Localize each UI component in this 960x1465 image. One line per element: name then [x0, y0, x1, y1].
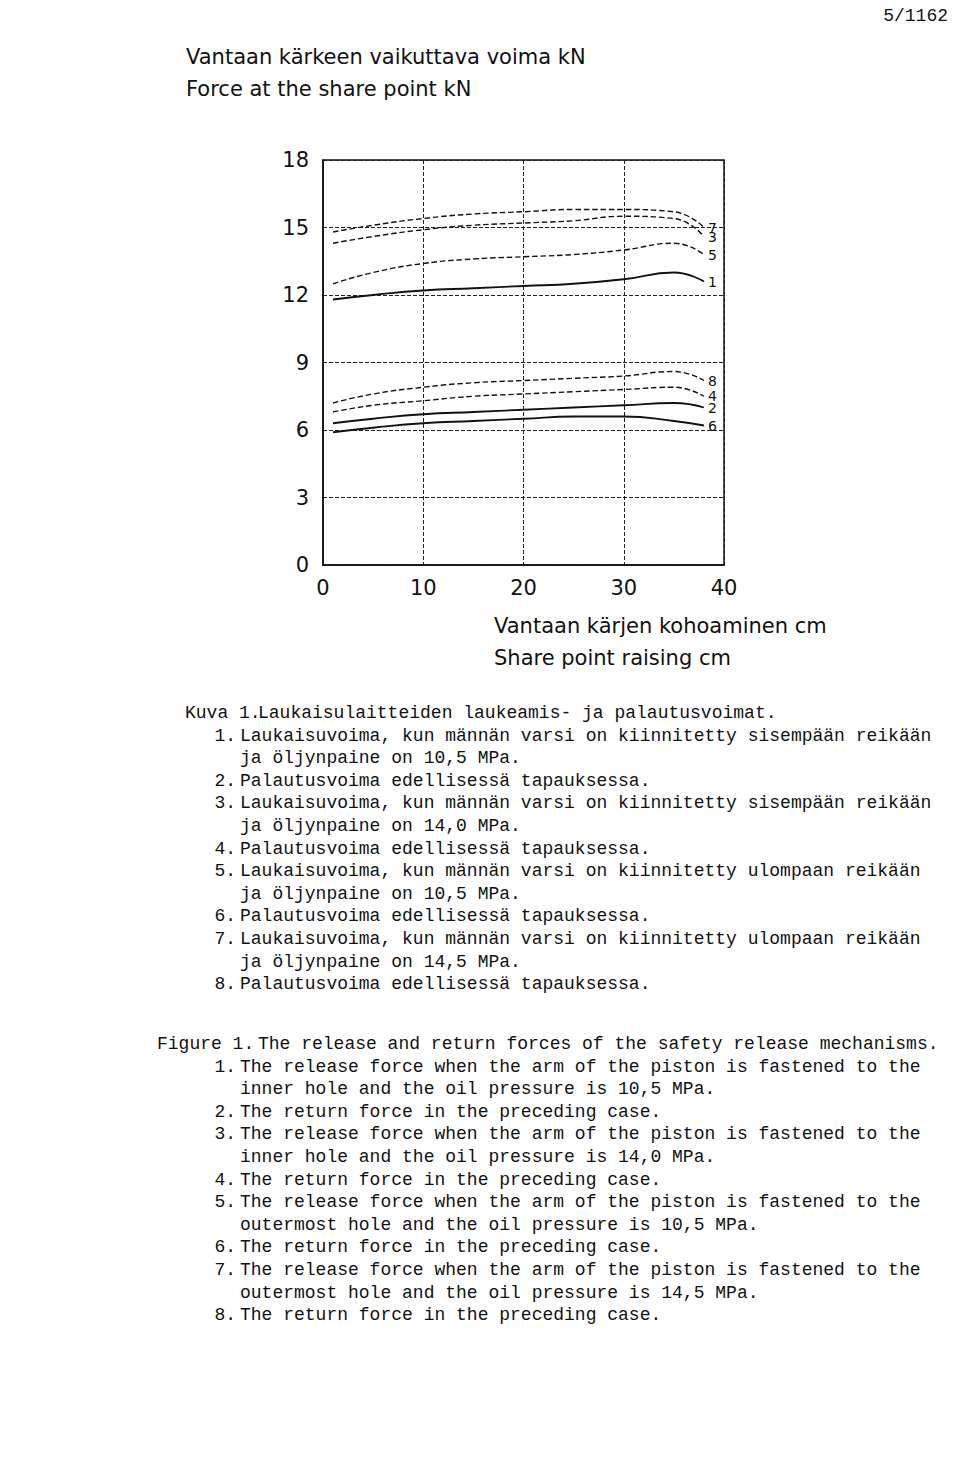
svg-text:6: 6: [296, 418, 309, 442]
svg-text:12: 12: [282, 283, 309, 307]
svg-text:10: 10: [410, 576, 437, 600]
svg-text:18: 18: [282, 148, 309, 172]
html-text:Share point raising cm: Share point raising cm: [494, 646, 731, 670]
html-text:ja öljynpaine on 14,0 MPa.: ja öljynpaine on 14,0 MPa.: [240, 816, 521, 836]
html-text:4. Palautusvoima edellisessä t: 4. Palautusvoima edellisessä tapauksessa…: [214, 838, 651, 859]
html-text:1. Laukaisuvoima, kun männän v: 1. Laukaisuvoima, kun männän varsi on ki…: [214, 725, 932, 746]
html-text:1. The release force when the: 1. The release force when the arm of the…: [214, 1056, 921, 1077]
svg-text:20: 20: [510, 576, 537, 600]
html-text:Laukaisulaitteiden laukeamis-: Laukaisulaitteiden laukeamis- ja palautu…: [258, 703, 777, 723]
svg-text:8: 8: [708, 373, 717, 389]
html-text:Vantaan kärjen kohoaminen cm: Vantaan kärjen kohoaminen cm: [494, 614, 827, 638]
html-text:8. The return force in the pre: 8. The return force in the preceding cas…: [214, 1305, 662, 1326]
html-text:inner hole and the oil pressur: inner hole and the oil pressure is 10,5 …: [240, 1079, 716, 1100]
svg-text:2: 2: [708, 399, 717, 416]
html-text:outermost hole and the oil pre: outermost hole and the oil pressure is 1…: [240, 1214, 759, 1235]
svg-text:7: 7: [708, 220, 717, 236]
html-text:6. The return force in the pre: 6. The return force in the preceding cas…: [214, 1237, 662, 1258]
html-text:5/1162: 5/1162: [883, 6, 948, 26]
html-text:Kuva 1.: Kuva 1.: [185, 703, 261, 723]
html-text:2. Palautusvoima edellisessä t: 2. Palautusvoima edellisessä tapauksessa…: [214, 770, 651, 791]
html-text:inner hole and the oil pressur: inner hole and the oil pressure is 14,0 …: [240, 1147, 716, 1167]
html-text:Force at the share point kN: Force at the share point kN: [186, 77, 472, 101]
svg-text:4: 4: [708, 388, 717, 404]
svg-text:5: 5: [708, 247, 717, 263]
html-text:7. Laukaisuvoima, kun männän v: 7. Laukaisuvoima, kun männän varsi on ki…: [214, 929, 921, 949]
html-text:Vantaan kärkeen vaikuttava voi: Vantaan kärkeen vaikuttava voima kN: [186, 45, 586, 69]
html-text:ja öljynpaine on 10,5 MPa.: ja öljynpaine on 10,5 MPa.: [240, 883, 521, 904]
svg-text:6: 6: [708, 418, 717, 434]
svg-text:3: 3: [708, 228, 717, 245]
html-text:8. Palautusvoima edellisessä t: 8. Palautusvoima edellisessä tapauksessa…: [214, 974, 651, 995]
svg-text:0: 0: [296, 553, 309, 577]
html-text:ja öljynpaine on 10,5 MPa.: ja öljynpaine on 10,5 MPa.: [240, 748, 521, 769]
html-text:5. The release force when the: 5. The release force when the arm of the…: [214, 1192, 921, 1213]
svg-text:1: 1: [708, 274, 717, 290]
svg-text:40: 40: [711, 576, 738, 600]
svg-text:3: 3: [296, 486, 309, 510]
html-text:7. The release force when the: 7. The release force when the arm of the…: [214, 1260, 921, 1280]
svg-text:0: 0: [316, 576, 329, 600]
html-text:6. Palautusvoima edellisessä t: 6. Palautusvoima edellisessä tapauksessa…: [214, 906, 651, 927]
html-text:4. The return force in the pre: 4. The return force in the preceding cas…: [214, 1169, 662, 1190]
html-text:2. The return force in the pre: 2. The return force in the preceding cas…: [214, 1101, 662, 1122]
svg-text:9: 9: [296, 351, 309, 375]
html-text:outermost hole and the oil pre: outermost hole and the oil pressure is 1…: [240, 1282, 759, 1303]
html-text:Figure 1. The release and retu: Figure 1. The release and return forces …: [157, 1034, 939, 1054]
svg-text:30: 30: [610, 576, 637, 600]
html-text:5. Laukaisuvoima, kun männän v: 5. Laukaisuvoima, kun männän varsi on ki…: [214, 861, 921, 882]
svg-text:15: 15: [282, 216, 309, 240]
html-text:3. Laukaisuvoima, kun männän v: 3. Laukaisuvoima, kun männän varsi on ki…: [214, 793, 932, 814]
html-text:ja öljynpaine on 14,5 MPa.: ja öljynpaine on 14,5 MPa.: [240, 951, 521, 972]
html-text:3. The release force when the: 3. The release force when the arm of the…: [214, 1124, 921, 1145]
